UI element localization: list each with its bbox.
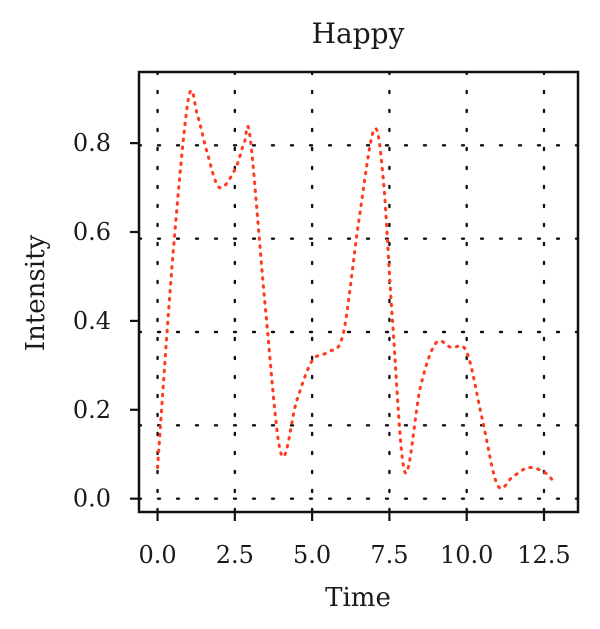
y-tick-label: 0.0 [73, 485, 111, 513]
series-line-0 [156, 89, 555, 490]
x-tick-label: 12.5 [517, 541, 570, 569]
y-tick-label: 0.2 [73, 396, 111, 424]
x-tick-label: 10.0 [440, 541, 493, 569]
y-tick-label: 0.8 [73, 129, 111, 157]
x-tick-label: 7.5 [370, 541, 408, 569]
plot-frame [137, 70, 580, 514]
x-tick-label: 0.0 [138, 541, 176, 569]
x-axis-label: Time [325, 583, 391, 613]
y-tick-label: 0.6 [73, 218, 111, 246]
axis-ticks: 0.0 2.5 5.0 7.5 10.0 12.5 0.0 0.2 0.4 0.6 0.8 [73, 129, 571, 569]
x-tick-label: 5.0 [293, 541, 331, 569]
y-tick-label: 0.4 [73, 307, 111, 335]
x-tick-label: 2.5 [216, 541, 254, 569]
chart-title: Happy [312, 17, 405, 50]
grid-lines [137, 70, 580, 514]
series-layer [156, 89, 555, 490]
y-axis-label: Intensity [21, 234, 51, 351]
